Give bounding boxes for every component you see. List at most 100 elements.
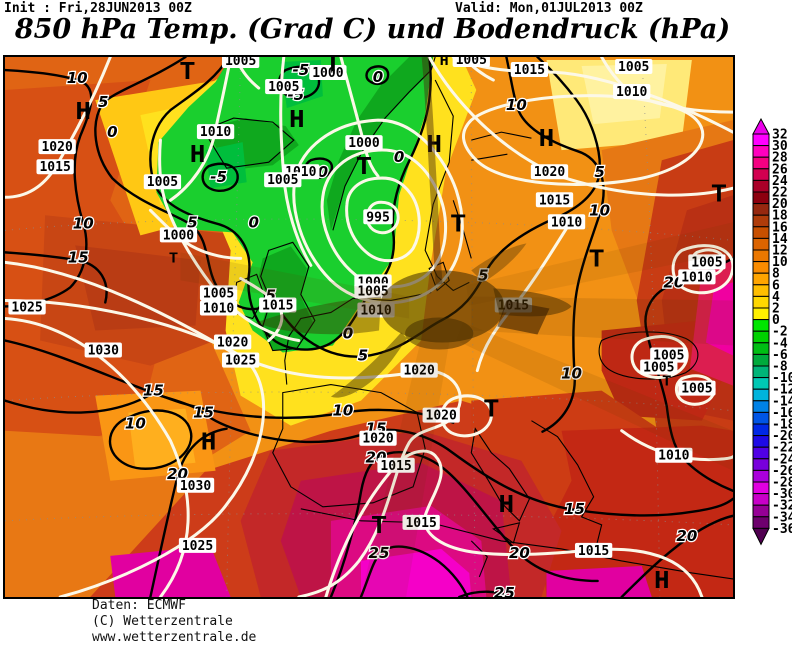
svg-text:995: 995	[366, 210, 390, 225]
pressure-label: 1015	[377, 457, 415, 474]
colorbar-segment	[752, 400, 770, 413]
colorbar-segment	[752, 168, 770, 181]
svg-text:1020: 1020	[534, 165, 566, 180]
colorbar-segment	[752, 353, 770, 367]
colorbar-tick-label: -8	[772, 360, 788, 375]
colorbar-tick-label: 26	[772, 162, 788, 177]
colorbar-segment	[752, 423, 770, 437]
colorbar-segment	[752, 249, 770, 263]
colorbar-tick-label: 8	[772, 267, 780, 282]
pressure-label: 995	[363, 209, 393, 225]
svg-text:1020: 1020	[217, 336, 249, 351]
fan-shadow-artifact	[180, 57, 733, 597]
temp-contour-label: 15	[68, 248, 89, 266]
temp-contour-label: 20	[509, 544, 530, 562]
colorbar-tick-label: 2	[772, 302, 780, 317]
colorbar-tick-label: -10	[772, 371, 792, 386]
colorbar-tick-label: -2	[772, 325, 788, 340]
valid-datetime: Valid: Mon,01JUL2013 00Z	[455, 1, 643, 16]
pressure-label: 1010	[196, 124, 235, 140]
pressure-label: 1030	[84, 342, 122, 359]
pressure-label: 1015	[36, 159, 74, 175]
high-pressure-marker: H	[75, 97, 91, 127]
pressure-label: 1005	[265, 79, 303, 95]
svg-text:1020: 1020	[403, 364, 435, 379]
svg-text:1030: 1030	[180, 479, 212, 494]
low-pressure-marker: T	[180, 57, 196, 87]
svg-text:1005: 1005	[681, 382, 712, 397]
pressure-label: 1005	[199, 285, 238, 301]
svg-text:1005: 1005	[268, 80, 299, 95]
colorbar-tick-label: -4	[772, 336, 788, 351]
low-pressure-marker: T	[711, 179, 727, 209]
svg-text:1005: 1005	[643, 361, 674, 376]
temp-contour-label: 0	[107, 123, 117, 141]
svg-text:1010: 1010	[200, 125, 232, 140]
colorbar-tick-label: -18	[772, 418, 792, 433]
temp-contour-label: 20	[676, 527, 697, 545]
svg-text:1010: 1010	[616, 85, 648, 100]
low-pressure-marker: T	[325, 57, 341, 79]
low-pressure-marker: T	[589, 244, 605, 274]
colorbar-scale: 32302826242220181614121086420-2-4-6-8-10…	[752, 117, 792, 546]
colorbar-tick-label: -22	[772, 441, 792, 456]
temp-contour-label: -5	[292, 61, 309, 79]
colorbar-segment	[752, 203, 770, 216]
temp-contour-label: 10	[506, 96, 527, 114]
temperature-colorbar: 32 30 28 26 24 22 20 18 16 14 12 10 8 6 4 2 0 -2 -4 -6 -8 -10…	[751, 117, 792, 550]
svg-text:1015: 1015	[514, 63, 545, 78]
colorbar-segment	[752, 191, 770, 205]
pressure-label: 1005	[354, 283, 392, 299]
colorbar-tick-label: 24	[772, 174, 788, 189]
pressure-label: 1000	[309, 65, 347, 81]
pressure-label: 1020	[359, 430, 397, 447]
colorbar-tick-label: -36	[772, 522, 792, 537]
svg-text:1010: 1010	[658, 449, 690, 464]
colorbar-segment	[752, 261, 770, 274]
graticule	[5, 57, 733, 597]
website: www.wetterzentrale.de	[92, 630, 257, 645]
svg-text:1015: 1015	[405, 516, 436, 531]
svg-text:1020: 1020	[41, 140, 73, 155]
colorbar-tick-label: 22	[772, 186, 788, 201]
pressure-label: 1015	[574, 542, 613, 559]
svg-text:1015: 1015	[578, 544, 609, 559]
high-pressure-marker: H	[201, 428, 217, 458]
colorbar-tick-label: 0	[772, 313, 780, 328]
pressure-label: 1010	[547, 214, 586, 230]
svg-text:1030: 1030	[88, 344, 120, 359]
colorbar-segment	[752, 133, 770, 147]
temp-contour-label: 10	[73, 214, 94, 232]
svg-text:1025: 1025	[225, 354, 256, 369]
pressure-label: 1005	[264, 172, 302, 188]
colorbar-arrow-top	[752, 117, 770, 135]
copyright: (C) Wetterzentrale	[92, 614, 233, 629]
attribution: Daten: ECMWF (C) Wetterzentrale www.wett…	[92, 598, 256, 646]
colorbar-tick-label: 28	[772, 151, 788, 166]
colorbar-segment	[752, 307, 770, 321]
temp-contour-label: 15	[193, 404, 214, 422]
high-pressure-marker: H	[539, 124, 555, 154]
svg-text:1020: 1020	[426, 409, 458, 424]
high-pressure-marker: H	[440, 57, 449, 70]
colorbar-tick-label: 18	[772, 209, 788, 224]
pressure-label: 1015	[259, 297, 297, 313]
pressure-label: 1005	[688, 254, 726, 270]
high-pressure-marker: H	[426, 130, 442, 160]
temp-contour-label: 15	[564, 500, 585, 518]
svg-text:1015: 1015	[539, 193, 570, 208]
svg-text:1005: 1005	[225, 57, 256, 69]
colorbar-segment	[752, 481, 770, 495]
colorbar-tick-label: 16	[772, 220, 788, 235]
low-pressure-marker: T	[662, 373, 671, 391]
low-pressure-marker: T	[371, 511, 387, 541]
pressure-label: 1020	[213, 334, 252, 351]
temp-contour-label: 15	[143, 382, 164, 400]
colorbar-tick-label: 4	[772, 290, 780, 305]
high-pressure-marker: H	[654, 566, 670, 596]
colorbar-tick-label: 10	[772, 255, 788, 270]
colorbar-segment	[752, 377, 770, 390]
pressure-label: 1010	[655, 447, 693, 464]
svg-text:1005: 1005	[267, 173, 298, 188]
